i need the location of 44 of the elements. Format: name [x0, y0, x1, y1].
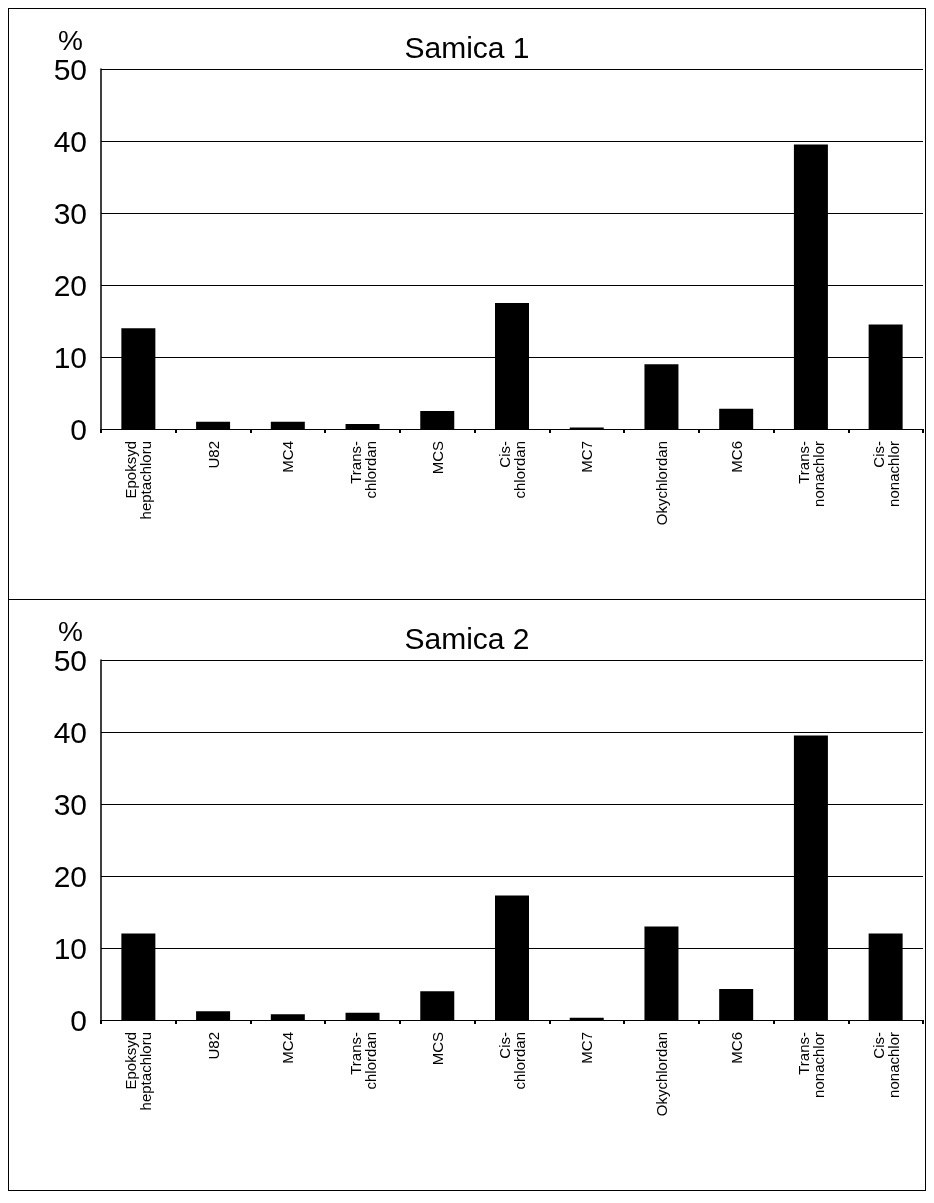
y-tick-label: 40: [53, 715, 87, 749]
x-tick-label: Epoksyd heptachloru: [122, 1032, 155, 1111]
x-tick-label: MCS: [428, 441, 446, 475]
bar: [270, 1014, 305, 1020]
chart-title: Samica 1: [404, 30, 530, 64]
x-tick-label: Trans- nonachlor: [794, 1032, 827, 1098]
x-tick-label: Cis- chlordan: [496, 1032, 528, 1090]
bar: [345, 1012, 380, 1020]
bar: [719, 408, 754, 429]
x-tick-label: Trans- chlordan: [346, 1032, 379, 1090]
bar: [644, 364, 679, 429]
x-tick-label: MC4: [279, 441, 297, 473]
x-tick-label: MC7: [578, 441, 596, 473]
x-tick-label: Epoksyd heptachloru: [122, 441, 155, 520]
y-tick-label: 20: [53, 268, 87, 302]
chart-title: Samica 2: [404, 621, 530, 655]
y-tick-label: 30: [53, 196, 87, 230]
x-tick-label: MC4: [279, 1032, 297, 1064]
x-tick-label: U82: [204, 441, 222, 469]
y-tick-label: 20: [53, 859, 87, 893]
bar: [420, 411, 455, 429]
bar: [196, 421, 231, 429]
y-tick-label: 0: [70, 1003, 87, 1037]
y-tick-label: 30: [53, 787, 87, 821]
bar: [345, 423, 380, 429]
bar: [270, 421, 305, 429]
x-tick-label: Cis- chlordan: [496, 441, 528, 499]
x-tick-label: Okychlordan: [652, 441, 670, 526]
x-tick-label: MC6: [727, 1032, 745, 1064]
x-tick-label: U82: [204, 1032, 222, 1060]
bar: [196, 1011, 231, 1020]
x-tick-label: Okychlordan: [652, 1032, 670, 1117]
x-tick-label: MC7: [578, 1032, 596, 1064]
y-tick-label: 10: [53, 931, 87, 965]
x-tick-label: MCS: [428, 1032, 446, 1066]
bar: [569, 1017, 604, 1020]
y-tick-label: 0: [70, 412, 87, 446]
x-tick-label: Trans- chlordan: [346, 441, 379, 499]
x-tick-label: Trans- nonachlor: [794, 441, 827, 507]
x-tick-label: MC6: [727, 441, 745, 473]
bar: [420, 991, 455, 1020]
bar: [719, 989, 754, 1020]
y-tick-label: 10: [53, 340, 87, 374]
y-tick-label: 40: [53, 124, 87, 158]
